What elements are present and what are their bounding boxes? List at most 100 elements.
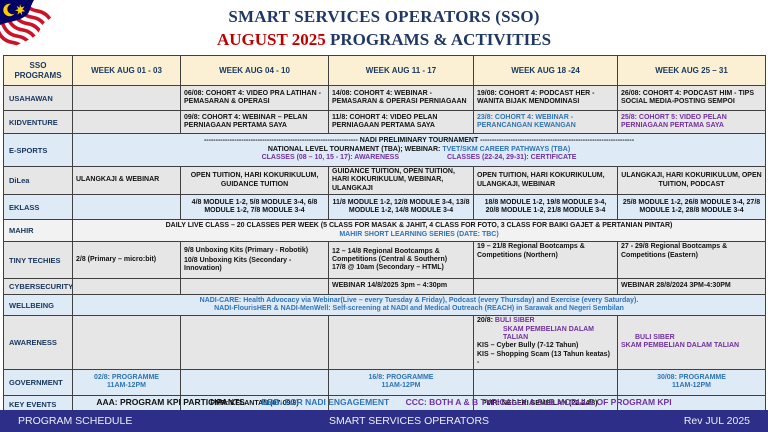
esports-tvet-text: TVET/SKM CAREER PATHWAYS (TBA) (442, 145, 571, 153)
esports-tournament-line: ----------------------------------------… (203, 137, 635, 145)
footer-slide-title: SMART SERVICES OPERATORS (328, 415, 490, 427)
cell-dilea-week1: ULANGKAJI & WEBINAR (72, 165, 181, 196)
cell-government-week1: 02/8: PROGRAMME 11AM-12PM (72, 368, 181, 396)
awareness-week4-line2: SKAM PEMBELIAN DALAM TALIAN (503, 325, 594, 341)
cell-wellbeing-span: NADI-CARE: Health Advocacy via Webinar(L… (72, 294, 766, 317)
header-row: SSO PROGRAMS WEEK AUG 01 - 03 WEEK AUG 0… (3, 55, 766, 86)
cell-awareness-week4: 20/8: BULI SIBER SKAM PEMBELIAN DALAM TA… (473, 315, 618, 370)
cell-key-events-week5 (617, 394, 766, 415)
government-week5-line1: 30/08: PROGRAMME (657, 373, 726, 381)
cell-government-week4 (473, 368, 618, 396)
cell-cybersecurity-week3: WEBINAR 14/8/2025 3pm – 4:30pm (328, 278, 474, 296)
footer-program-schedule: PROGRAM SCHEDULE (18, 415, 133, 427)
row-label-dilea: DiLea (3, 165, 73, 196)
schedule-table: SSO PROGRAMS WEEK AUG 01 - 03 WEEK AUG 0… (3, 55, 766, 415)
cell-eklass-week4: 18/8 MODULE 1-2, 19/8 MODULE 3-4, 20/8 M… (473, 194, 618, 221)
row-label-government: GOVERNMENT (3, 368, 73, 396)
cell-tiny-techies-week5: 27 - 29/8 Regional Bootcamps & Competiti… (617, 241, 766, 280)
cell-tiny-techies-week1: 2/8 (Primary – micro:bit) (72, 241, 181, 280)
wellbeing-nadi-care-line: NADI-CARE: Health Advocacy via Webinar(L… (199, 296, 639, 304)
awareness-date-text: 20/8: (477, 317, 495, 325)
note-ccc: CCC: BOTH A & B TYPICALLY A SUB MODULE O… (405, 397, 672, 407)
cell-usahawan-week5: 26/08: COHORT 4: PODCAST HIM - TIPS SOCI… (617, 85, 766, 111)
col-header-week1: WEEK AUG 01 - 03 (72, 55, 181, 86)
row-label-cybersecurity: CYBERSECURITY (3, 278, 73, 296)
row-mahir: MAHIR DAILY LIVE CLASS – 20 CLASSES PER … (3, 219, 766, 243)
cell-usahawan-week3: 14/08: COHORT 4: WEBINAR - PEMASARAN & O… (328, 85, 474, 111)
esports-classes-line: CLASSES (08 – 10, 15 - 17): AWARENESS CLA… (76, 154, 762, 162)
esports-webinar-line: NATIONAL LEVEL TOURNAMENT (TBA); WEBINAR… (76, 146, 762, 154)
row-dilea: DiLea ULANGKAJI & WEBINAR OPEN TUITION, … (3, 165, 766, 196)
note-aaa: AAA: PROGRAM KPI PARTICIPANTS (96, 397, 245, 407)
cell-awareness-week5: BULI SIBER SKAM PEMBELIAN DALAM TALIAN (617, 315, 766, 370)
cell-usahawan-week1 (72, 85, 181, 111)
cell-dilea-week2: OPEN TUITION, HARI KOKURIKULUM, GUIDANCE… (180, 165, 329, 196)
cell-government-week3: 16/8: PROGRAMME 11AM-12PM (328, 368, 474, 396)
cell-usahawan-week2: 06/08: COHORT 4: VIDEO PRA LATIHAN - PEM… (180, 85, 329, 111)
cell-awareness-week1 (72, 315, 181, 370)
row-cybersecurity: CYBERSECURITY WEBINAR 14/8/2025 3pm – 4:… (3, 278, 766, 296)
awareness-week5-line2: SKAM PEMBELIAN DALAM TALIAN (621, 342, 740, 350)
awareness-buli-siber-text: BULI SIBER (494, 317, 535, 325)
title-line1: SMART SERVICES OPERATORS (SSO) (228, 7, 540, 26)
government-week1-line2: 11AM-12PM (107, 382, 146, 390)
row-label-awareness: AWARENESS (3, 315, 73, 370)
cell-eklass-week3: 11/8 MODULE 1-2, 12/8 MODULE 3-4, 13/8 M… (328, 194, 474, 221)
row-key-events: KEY EVENTS PMR: KELANTAN (07-09/8) PMR: … (3, 394, 766, 415)
cell-mahir-span: DAILY LIVE CLASS – 20 CLASSES PER WEEK (… (72, 219, 766, 243)
mahir-daily-class-line: DAILY LIVE CLASS – 20 CLASSES PER WEEK (… (165, 222, 673, 230)
row-label-tiny-techies: TINY TECHIES (3, 241, 73, 280)
cell-cybersecurity-week1 (72, 278, 181, 296)
row-label-wellbeing: WELLBEING (3, 294, 73, 317)
cell-awareness-week3 (328, 315, 474, 370)
cell-kidventure-week5: 25/8: COHORT 5: VIDEO PELAN PERNIAGAAN P… (617, 110, 766, 134)
mahir-learning-series-line: MAHIR SHORT LEARNING SERIES (DATE: TBC) (339, 230, 499, 238)
government-week3-line2: 11AM-12PM (381, 382, 421, 390)
esports-national-text: NATIONAL LEVEL TOURNAMENT (TBA); WEBINAR… (267, 145, 443, 153)
cell-dilea-week5: ULANGKAJI, HARI KOKURIKULUM, OPEN TUITIO… (617, 165, 766, 196)
row-usahawan: USAHAWAN 06/08: COHORT 4: VIDEO PRA LATI… (3, 85, 766, 111)
title-month: AUGUST 2025 (216, 29, 326, 49)
awareness-week5-line1: BULI SIBER (635, 333, 675, 341)
cell-key-events-week1 (72, 394, 181, 415)
row-tiny-techies: TINY TECHIES 2/8 (Primary – micro:bit) 9… (3, 241, 766, 280)
cell-dilea-week4: OPEN TUITION, HARI KOKURIKULUM, ULANGKAJ… (473, 165, 618, 196)
tiny-techies-week3-line2: 17/8 @ 10am (Secondary – HTML) (332, 264, 444, 272)
col-header-week5: WEEK AUG 25 – 31 (617, 55, 766, 86)
col-header-week3: WEEK AUG 11 - 17 (328, 55, 474, 86)
cell-government-week5: 30/08: PROGRAMME 11AM-12PM (617, 368, 766, 396)
cell-eklass-week1 (72, 194, 181, 221)
col-header-week4: WEEK AUG 18 -24 (473, 55, 618, 86)
col-header-week2: WEEK AUG 04 - 10 (180, 55, 329, 86)
awareness-week4-line4: KIS – Shopping Scam (13 Tahun keatas) - (477, 350, 610, 367)
cell-eklass-week5: 25/8 MODULE 1-2, 26/8 MODULE 3-4, 27/8 M… (617, 194, 766, 221)
cell-tiny-techies-week2: 9/8 Unboxing Kits (Primary - Robotik) 10… (180, 241, 329, 280)
row-wellbeing: WELLBEING NADI-CARE: Health Advocacy via… (3, 294, 766, 317)
row-kidventure: KIDVENTURE 09/8: COHORT 4: WEBINAR – PEL… (3, 110, 766, 134)
footer-revision: Rev JUL 2025 (683, 415, 750, 427)
title-line2-rest: PROGRAMS & ACTIVITIES (325, 29, 552, 49)
cell-kidventure-week1 (72, 110, 181, 134)
row-label-mahir: MAHIR (3, 219, 73, 243)
government-week3-line1: 16/8: PROGRAMME (368, 373, 434, 381)
slide-footer-bar: PROGRAM SCHEDULE SMART SERVICES OPERATOR… (0, 410, 768, 432)
government-week5-line2: 11AM-12PM (672, 382, 711, 390)
row-eklass: EKLASS 4/8 MODULE 1-2, 5/8 MODULE 3-4, 6… (3, 194, 766, 221)
cell-usahawan-week4: 19/08: COHORT 4: PODCAST HER - WANITA BI… (473, 85, 618, 111)
note-bbb: BBB: FOR NADI ENGAGEMENT (261, 397, 390, 407)
esports-classes-certificate: CLASSES (22-24, 29-31): CERTIFICATE (447, 154, 577, 162)
government-week1-line1: 02/8: PROGRAMME (94, 373, 159, 381)
cell-cybersecurity-week4 (473, 278, 618, 296)
cell-government-week2 (180, 368, 329, 396)
row-label-kidventure: KIDVENTURE (3, 110, 73, 134)
cell-eklass-week2: 4/8 MODULE 1-2, 5/8 MODULE 3-4, 6/8 MODU… (180, 194, 329, 221)
wellbeing-flourisher-line: NADI-FlourisHER & NADI-MenWell: Self-scr… (214, 305, 624, 313)
row-label-eklass: EKLASS (3, 194, 73, 221)
title-line2: AUGUST 2025 PROGRAMS & ACTIVITIES (0, 29, 768, 52)
row-esports: E-SPORTS -------------------------------… (3, 133, 766, 167)
cell-tiny-techies-week3: 12 – 14/8 Regional Bootcamps & Competiti… (328, 241, 474, 280)
esports-classes-awareness: CLASSES (08 – 10, 15 - 17): AWARENESS (261, 154, 400, 162)
cell-kidventure-week3: 11/8: COHORT 4: VIDEO PELAN PERNIAGAAN P… (328, 110, 474, 134)
malaysia-flag-icon (0, 0, 64, 54)
col-header-sso-programs: SSO PROGRAMS (3, 55, 73, 86)
